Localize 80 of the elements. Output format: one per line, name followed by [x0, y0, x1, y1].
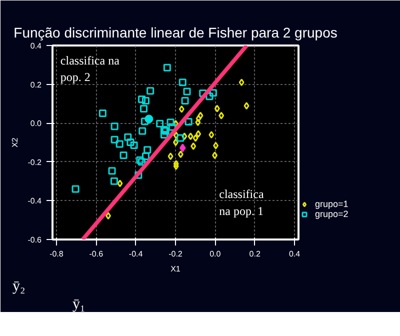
point: [146, 87, 154, 95]
point: [144, 114, 154, 124]
x-tick-label: 0.4: [288, 250, 301, 258]
point: [168, 152, 174, 160]
point: [116, 140, 124, 148]
point: [180, 144, 186, 152]
point: [134, 171, 142, 179]
x-tick-label: 0.0: [210, 250, 222, 258]
x-tick-label: -0.8: [50, 250, 64, 258]
point: [110, 122, 118, 130]
point: [190, 142, 196, 150]
point: [130, 141, 138, 149]
point: [120, 152, 128, 160]
point: [178, 78, 186, 86]
legend-label: grupo=2: [315, 209, 348, 219]
point: [178, 105, 184, 113]
point: [196, 114, 202, 122]
point: [166, 118, 174, 126]
point: [136, 156, 144, 164]
point: [138, 95, 146, 103]
point: [141, 118, 148, 126]
point: [195, 118, 201, 126]
y-axis-title: X2: [10, 137, 20, 148]
point: [72, 185, 80, 193]
point: [173, 162, 179, 170]
point: [168, 123, 176, 131]
point: [214, 104, 220, 112]
point: [124, 133, 132, 141]
point: [178, 150, 184, 158]
point: [172, 138, 178, 146]
text: ȳ₂: [12, 278, 26, 294]
point: [212, 152, 218, 160]
point: [184, 118, 192, 126]
legend-label: grupo=1: [315, 199, 348, 209]
point: [218, 112, 224, 120]
point: [244, 102, 250, 110]
y-tick-label: -0.2: [28, 158, 42, 167]
point: [160, 130, 168, 138]
point: [140, 104, 148, 112]
point: [183, 88, 191, 96]
y-tick-label: -0.6: [28, 236, 42, 244]
point: [181, 97, 189, 105]
point: [138, 127, 146, 135]
point: [209, 89, 217, 97]
point: [138, 158, 146, 166]
x-tick-label: -0.2: [168, 250, 183, 258]
point: [173, 132, 179, 140]
text: ȳ₁: [72, 296, 86, 312]
point: [98, 109, 106, 117]
point: [176, 134, 184, 142]
x-axis-title: X1: [170, 264, 181, 274]
y-tick-label: 0.0: [30, 119, 42, 128]
point: [208, 130, 214, 138]
x-tick-label: -0.4: [128, 250, 144, 258]
point: [156, 120, 164, 128]
point: [182, 132, 188, 140]
x-tick-label: 0.2: [249, 250, 261, 258]
point: [108, 167, 116, 175]
annotation: classifica na pop. 2: [60, 53, 120, 84]
point: [126, 138, 134, 146]
point: [238, 78, 244, 86]
y-tick-label: 0.2: [30, 80, 42, 90]
point: [192, 134, 198, 142]
annotation: classifica na pop. 1: [219, 187, 264, 218]
x-tick-label: -0.6: [89, 250, 104, 258]
point: [142, 97, 150, 105]
point: [163, 64, 171, 72]
point: [173, 160, 179, 168]
point: [117, 180, 123, 188]
point: [110, 177, 118, 185]
point: [188, 132, 194, 140]
point: [105, 212, 111, 220]
point: [110, 136, 118, 144]
point: [198, 112, 204, 120]
y-tick-label: -0.4: [28, 196, 42, 206]
chart-title: Função discriminante linear de Fisher para 2 grupos: [14, 24, 338, 40]
point: [213, 142, 219, 150]
point: [144, 146, 152, 154]
y-tick-label: 0.4: [30, 42, 42, 50]
point: [196, 130, 202, 138]
